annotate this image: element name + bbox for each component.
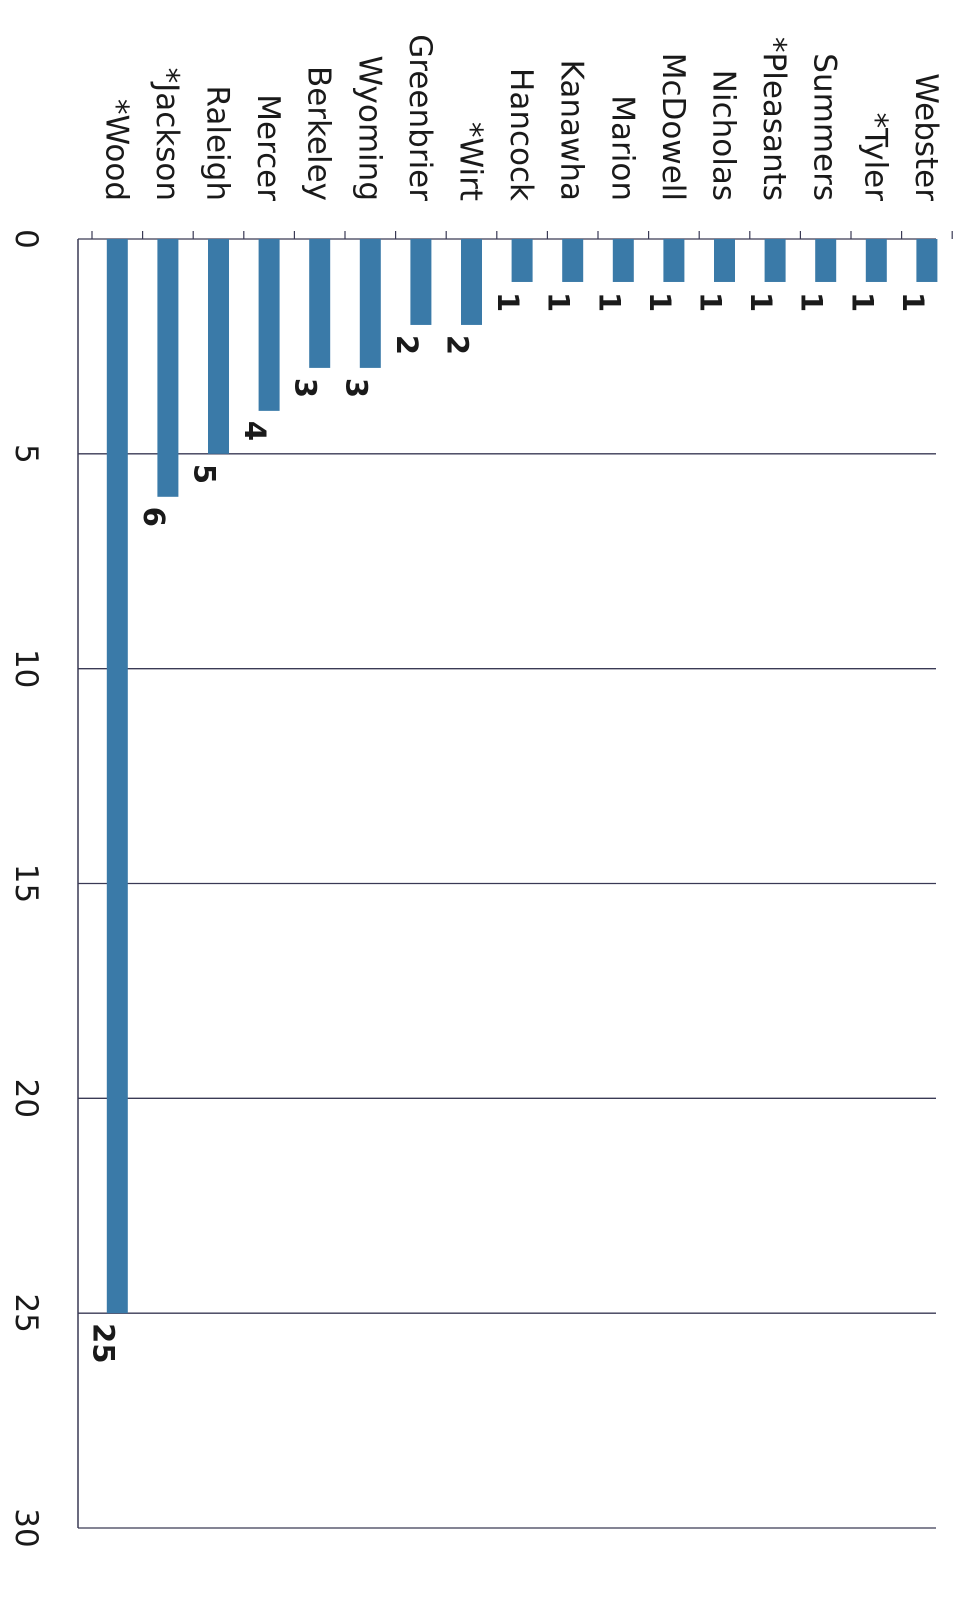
value-label: 2 [441,335,475,355]
value-label: 2 [390,335,424,355]
bar-berkeley [309,239,331,368]
tick-label-25: 25 [8,1293,44,1332]
category-label: Wyoming [351,55,387,201]
category-label: Nicholas [706,70,742,201]
category-label: *Jackson [149,68,185,201]
value-label: 6 [137,507,171,527]
bar-wirt [461,239,482,325]
category-label: *Tyler [857,113,893,202]
bar-nicholas [714,239,735,282]
value-label: 3 [339,378,373,398]
value-label: 1 [592,292,626,312]
category-label: Raleigh [200,86,236,201]
value-label: 1 [542,292,576,312]
category-label: Marion [604,95,640,201]
grid-lines [78,238,936,1529]
value-label: 1 [845,292,879,312]
value-label: 5 [188,464,222,484]
category-label: Hancock [503,68,539,201]
value-label: 1 [795,292,829,312]
tick-label-30: 30 [8,1508,44,1547]
value-label: 1 [491,292,525,312]
category-label: Kanawha [554,60,590,201]
tick-label-20: 20 [8,1079,44,1118]
category-label: Mercer [250,94,286,201]
bar-mercer [258,239,280,411]
tick-label-10: 10 [8,649,44,688]
bars [106,239,938,1314]
value-label: 3 [289,378,323,398]
category-label: *Wood [98,99,134,201]
bar-greenbrier [410,239,432,325]
category-label: McDowell [655,53,691,201]
category-label: *Wirt [453,122,489,201]
bar-jackson [157,239,179,497]
value-label: 4 [238,421,272,441]
category-label: Summers [807,53,843,201]
bar-hancock [511,239,533,282]
category-label: Webster [908,73,944,201]
category-labels: *Wood *Jackson Raleigh Mercer Berkeley Wyomin… [98,34,944,201]
bar-raleigh [208,239,229,454]
bar-summers [815,239,837,282]
value-label: 25 [86,1323,120,1363]
bar-kanawha [562,239,584,282]
bar-mcdowell [663,239,685,282]
value-label: 1 [896,292,930,312]
value-label: 1 [744,292,778,312]
tick-label-15: 15 [8,864,44,903]
value-label: 1 [643,292,677,312]
bar-pleasants [764,239,786,282]
bar-webster [916,239,938,282]
category-label: Berkeley [301,66,337,201]
category-label: *Pleasants [756,37,792,201]
bar-wood [106,239,128,1314]
tick-label-0: 0 [8,229,44,249]
bar-tyler [865,239,887,282]
bar-wyoming [359,239,381,368]
value-label: 1 [694,292,728,312]
category-label: Greenbrier [402,34,438,201]
tick-label-5: 5 [8,444,44,464]
bar-marion [612,239,634,282]
